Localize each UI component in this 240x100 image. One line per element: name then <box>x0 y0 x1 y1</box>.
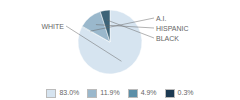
svg-text:BLACK: BLACK <box>156 35 179 42</box>
html-text:4.9%: 4.9% <box>140 89 157 96</box>
svg-text:WHITE: WHITE <box>41 23 64 30</box>
html-text:0.3%: 0.3% <box>177 89 194 96</box>
html-text:11.9%: 11.9% <box>100 89 120 96</box>
html-text:83.0%: 83.0% <box>59 89 80 96</box>
svg-text:A.I.: A.I. <box>156 15 167 22</box>
svg-text:HISPANIC: HISPANIC <box>156 25 189 32</box>
